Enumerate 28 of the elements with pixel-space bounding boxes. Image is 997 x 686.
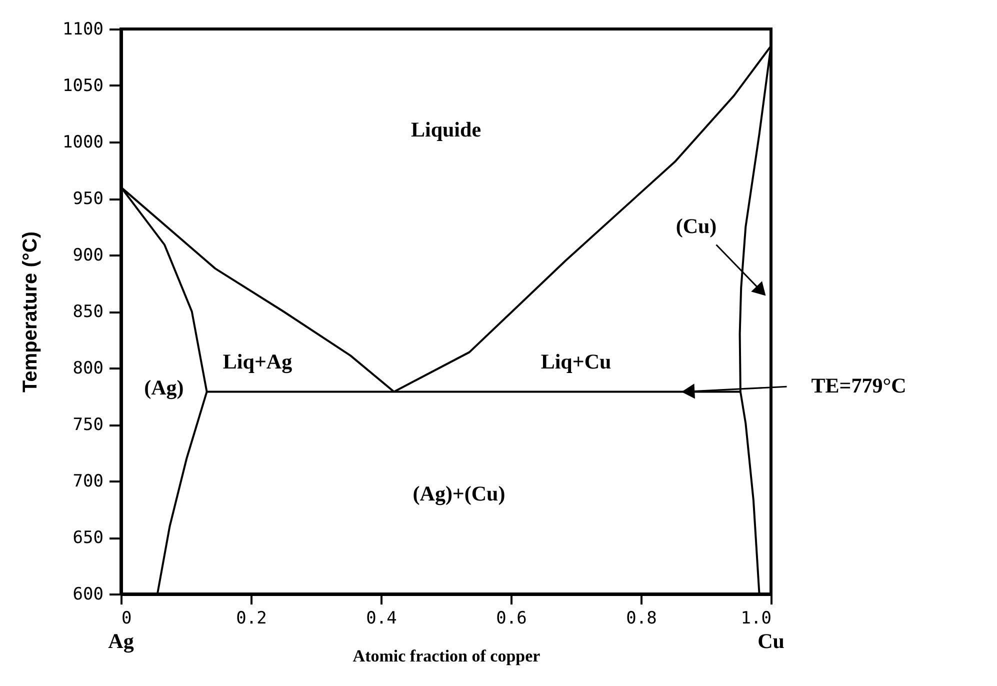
annotation: Liq+Cu bbox=[540, 349, 612, 374]
y-tick-label: 950 bbox=[72, 189, 104, 209]
y-tick-label: 700 bbox=[72, 472, 104, 492]
y-tick-label: 800 bbox=[72, 358, 104, 378]
text: TE=779°C bbox=[811, 374, 906, 398]
x-tick-label: 0.4 bbox=[366, 608, 397, 628]
annotation: Liq+Ag bbox=[222, 349, 293, 374]
x-axis-title: Atomic fraction of copper bbox=[352, 646, 541, 666]
x-tick-label: 0.2 bbox=[236, 608, 267, 628]
y-tick-label: 600 bbox=[72, 584, 104, 604]
text: Cu bbox=[758, 629, 785, 654]
y-tick-label: 900 bbox=[72, 246, 104, 266]
y-tick-label: 1000 bbox=[62, 132, 104, 152]
y-tick-label: 850 bbox=[72, 302, 104, 322]
x-tick-label: 0 bbox=[122, 608, 132, 628]
x-tick-label: 0.8 bbox=[626, 608, 657, 628]
y-tick-label: 1100 bbox=[62, 20, 104, 40]
annotation: Liquide bbox=[410, 118, 482, 142]
x-tick-label: 0.6 bbox=[496, 608, 527, 628]
annotation: (Ag) bbox=[144, 375, 184, 400]
text: Ag bbox=[108, 629, 134, 654]
y-tick-label: 750 bbox=[72, 415, 104, 435]
y-tick-label: 650 bbox=[72, 528, 104, 548]
x-tick-label: 1.0 bbox=[740, 608, 772, 628]
annotation: (Ag)+(Cu) bbox=[412, 482, 506, 506]
y-tick-label: 1050 bbox=[62, 76, 104, 96]
y-axis-title: Temperature (°C) bbox=[20, 232, 42, 392]
annotation: (Cu) bbox=[676, 214, 717, 238]
